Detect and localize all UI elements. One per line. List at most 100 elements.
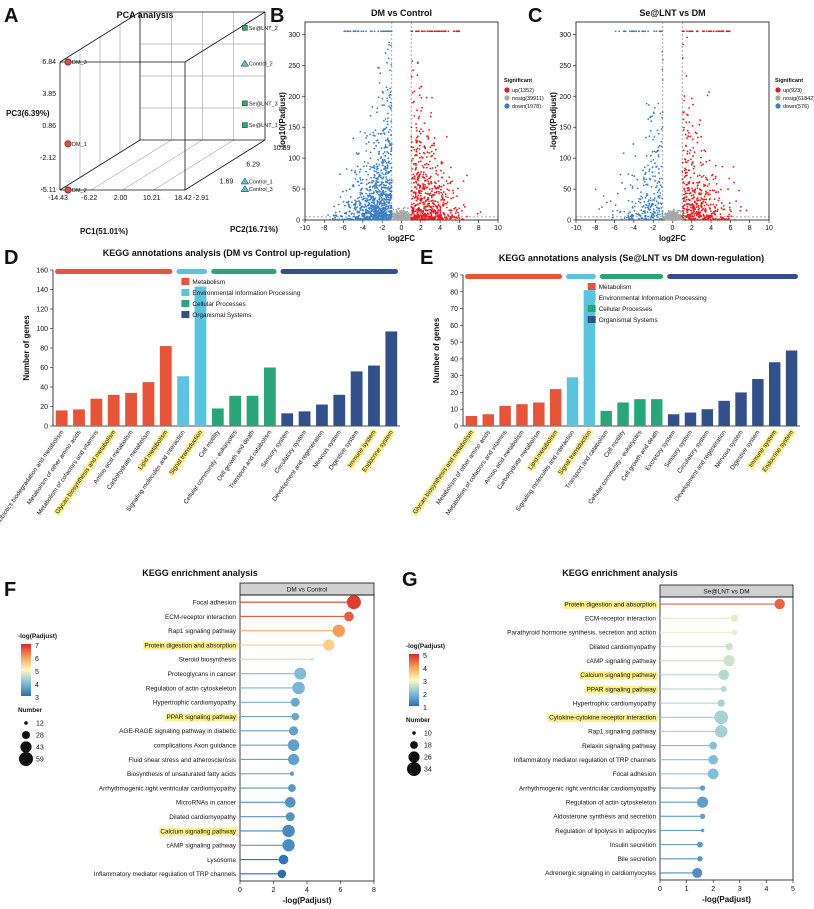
volcano-point: [723, 208, 726, 211]
volcano-y-tick: 100: [559, 156, 571, 163]
volcano-point: [373, 167, 376, 170]
volcano-point: [675, 212, 678, 215]
pca-grid-line: [122, 139, 203, 191]
volcano-point: [651, 203, 654, 206]
volcano-point: [386, 97, 389, 100]
volcano-point: [370, 195, 373, 198]
volcano-point: [453, 216, 456, 218]
volcano-point: [421, 164, 424, 167]
volcano-point: [683, 99, 685, 102]
volcano-point: [654, 204, 657, 207]
kegg-y-tick: 70: [450, 306, 458, 313]
kegg-bar: [667, 414, 680, 426]
volcano-point: [366, 210, 369, 213]
volcano-point: [719, 213, 722, 216]
volcano-point: [422, 185, 425, 188]
volcano-point: [422, 211, 425, 213]
volcano-point: [687, 214, 689, 217]
volcano-point: [350, 169, 353, 172]
volcano-point: [430, 211, 433, 213]
volcano-point: [389, 134, 392, 137]
volcano-point: [356, 30, 359, 33]
volcano-point: [714, 217, 717, 220]
volcano-point: [336, 218, 339, 221]
volcano-point: [437, 201, 439, 204]
volcano-x-tick: -2: [379, 225, 385, 232]
volcano-point: [373, 165, 376, 167]
enrichment-highlight-bg: [165, 713, 238, 722]
volcano-point: [447, 30, 450, 33]
volcano-point: [661, 210, 664, 213]
volcano-point: [702, 174, 705, 177]
volcano-point: [619, 173, 622, 176]
volcano-point: [380, 192, 382, 195]
enrichment-dot: [730, 614, 739, 622]
volcano-point: [693, 215, 696, 217]
volcano-point: [355, 152, 358, 154]
volcano-point: [371, 195, 374, 198]
volcano-point: [403, 212, 406, 214]
volcano-point: [384, 207, 386, 210]
volcano-point: [383, 204, 386, 207]
panel-letter-b: B: [270, 5, 284, 27]
pca-point: [240, 185, 250, 192]
volcano-points: [594, 30, 748, 221]
volcano-point: [371, 106, 374, 108]
volcano-point: [352, 183, 355, 186]
volcano-point: [661, 79, 664, 81]
volcano-point: [692, 197, 695, 199]
volcano-point: [382, 152, 385, 155]
volcano-point: [354, 203, 357, 206]
volcano-point: [359, 204, 361, 207]
volcano-point: [349, 30, 352, 33]
volcano-point: [375, 170, 377, 173]
volcano-point: [365, 137, 368, 139]
volcano-point: [390, 63, 393, 66]
volcano-point: [659, 194, 661, 197]
pca-pc1-tick: 10.21: [143, 195, 161, 202]
volcano-point: [618, 30, 621, 33]
volcano-point: [660, 30, 662, 33]
volcano-point: [369, 151, 372, 154]
volcano-point: [635, 212, 638, 215]
volcano-point: [727, 215, 730, 218]
volcano-point: [439, 205, 442, 208]
volcano-point: [373, 147, 376, 150]
volcano-point: [644, 206, 647, 209]
volcano-point: [652, 175, 654, 178]
volcano-point: [415, 123, 417, 125]
volcano-point: [423, 163, 426, 166]
volcano-point: [683, 111, 685, 113]
kegg-bar: [333, 394, 346, 426]
volcano-point: [386, 120, 389, 123]
volcano-point: [374, 212, 377, 214]
volcano-point: [418, 87, 421, 90]
volcano-point: [594, 188, 597, 191]
volcano-point: [693, 212, 696, 215]
volcano-point: [708, 91, 710, 94]
volcano-point: [356, 165, 359, 168]
volcano-point: [698, 213, 701, 216]
volcano-x-tick: -8: [592, 225, 598, 232]
volcano-point: [374, 218, 377, 221]
volcano-point: [667, 218, 669, 221]
volcano-point: [698, 181, 701, 183]
volcano-point: [354, 209, 357, 211]
volcano-point: [683, 187, 686, 190]
volcano-point: [373, 174, 376, 176]
volcano-point: [404, 218, 407, 221]
enrichment-size-legend-title: Number: [18, 707, 43, 714]
volcano-point: [434, 187, 437, 189]
volcano-point: [698, 219, 701, 221]
volcano-point: [681, 56, 684, 59]
volcano-point: [375, 216, 378, 219]
volcano-point: [425, 156, 428, 159]
volcano-point: [385, 169, 388, 172]
volcano-point: [686, 150, 689, 153]
volcano-point: [422, 130, 424, 133]
volcano-point: [428, 188, 431, 190]
enrichment-dot: [720, 686, 727, 692]
volcano-point: [419, 156, 421, 159]
volcano-point: [426, 203, 429, 205]
volcano-x-tick: 8: [477, 225, 481, 232]
